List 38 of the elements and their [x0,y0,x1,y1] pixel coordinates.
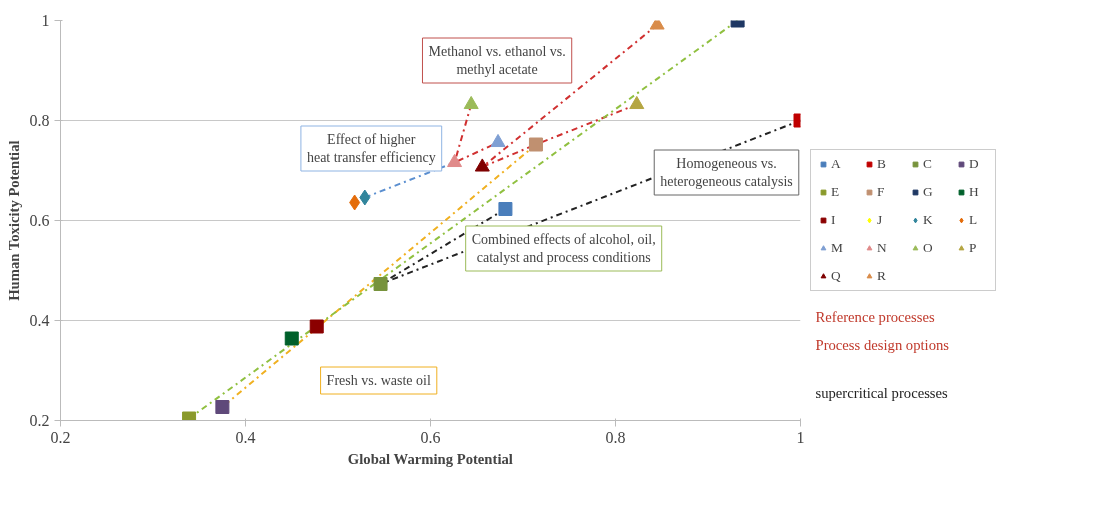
y-tick-label: 0.2 [29,412,50,429]
annotation: Fresh vs. waste oil [326,373,431,388]
legend-label: K [923,212,934,228]
y-tick-label: 0.6 [29,212,50,229]
x-tick-label: 0.6 [420,428,441,446]
text: Process design options [815,336,950,353]
annotation: Methanol vs. ethanol vs. methyl acetate [428,44,566,77]
legend-label: J [877,212,884,228]
x-tick-label: 0.8 [605,428,626,446]
legend-label: F [877,184,886,200]
legend-label: C [923,156,933,172]
legend-label: P [969,240,978,256]
x-tick-label: 0.4 [235,428,256,446]
annotation: Effect of higher heat transfer efficiency [306,132,436,165]
legend-label: O [923,240,934,256]
x-tick-label: 0.2 [50,428,71,446]
legend-label: B [877,156,887,172]
legend-label: D [969,156,980,172]
annotation: Combined effects of alcohol, oil, catalyst and process conditions [471,232,656,265]
annotation: Homogeneous vs. heterogeneous catalysis [660,156,793,189]
x-tick-label: 1 [796,428,805,446]
legend-label: A [831,156,842,172]
legend-label: I [831,212,837,228]
legend-label: Q [831,268,842,284]
legend-label: N [877,240,888,256]
legend-label: M [831,240,844,256]
legend-label: E [831,184,841,200]
y-tick-label: 0.8 [29,112,50,129]
legend-label: L [969,212,979,228]
x-axis-title: Global Warming Potential [347,450,513,467]
y-tick-label: 1 [41,12,50,29]
y-tick-label: 0.4 [29,312,50,329]
text: Reference processes [815,308,936,325]
text: supercritical processes [815,384,949,401]
legend-label: G [923,184,934,200]
legend-label: H [969,184,980,200]
y-axis-title: Human Toxicity Potential [5,140,22,301]
legend-label: R [877,268,887,284]
